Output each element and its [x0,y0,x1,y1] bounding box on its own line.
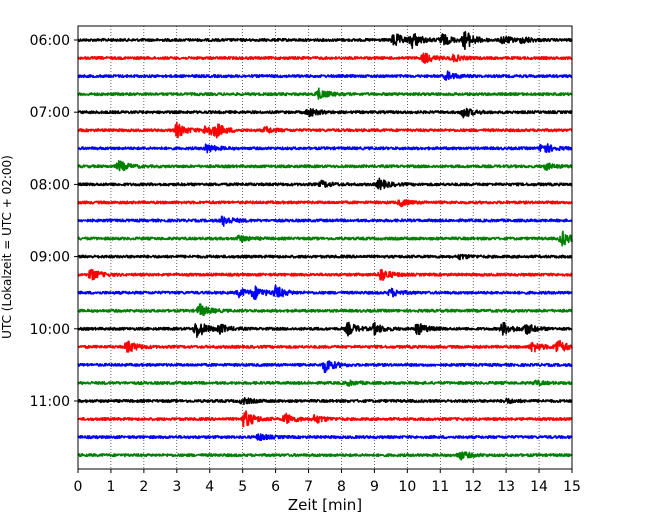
y-tick-label: 09:00 [30,250,70,266]
trace-row-1100 [77,396,573,406]
trace-row-0815 [77,198,573,208]
trace-row-1130 [77,433,573,442]
trace-row-0900 [77,253,573,261]
y-tick-label: 07:00 [30,105,70,121]
trace-row-0845 [77,230,573,247]
trace-row-0930 [77,284,573,301]
x-tick-label: 9 [370,479,379,495]
x-tick-label: 14 [530,479,548,495]
x-tick-label: 1 [106,479,115,495]
trace-row-1145 [77,451,573,461]
x-tick-label: 2 [139,479,148,495]
x-tick-label: 3 [172,479,181,495]
trace-row-0600 [77,30,573,51]
trace-row-1030 [77,360,573,374]
x-tick-label: 13 [497,479,515,495]
trace-row-0630 [77,70,573,82]
trace-row-0945 [77,303,573,317]
y-axis-ticks: 06:00 07:00 08:00 09:00 10:00 11:00 [30,33,78,410]
trace-row-0915 [77,268,573,281]
seismic-traces [77,30,573,461]
trace-row-1015 [77,339,573,353]
y-axis-label: UTC (Lokalzeit = UTC + 02:00) [0,155,14,339]
x-tick-label: 6 [271,479,280,495]
trace-row-0730 [77,143,573,154]
trace-row-0745 [77,160,573,172]
x-axis-ticks: 0 1 2 3 4 5 6 7 8 9 10 11 12 13 14 15 [74,469,581,495]
x-axis-label: Zeit [min] [288,496,362,514]
y-tick-label: 11:00 [30,394,70,410]
x-tick-label: 12 [464,479,482,495]
x-tick-label: 8 [337,479,346,495]
y-tick-label: 10:00 [30,322,70,338]
plot-frame [77,25,573,470]
x-tick-label: 7 [304,479,313,495]
trace-row-1115 [77,410,573,428]
x-tick-label: 4 [205,479,214,495]
trace-row-0615 [77,52,573,64]
trace-row-0715 [77,121,573,139]
trace-row-0645 [77,87,573,100]
x-tick-label: 0 [74,479,83,495]
trace-row-1045 [77,379,573,387]
x-tick-label: 5 [238,479,247,495]
trace-row-0800 [77,177,573,191]
y-tick-label: 08:00 [30,177,70,193]
vertical-grid-lines [110,26,540,469]
trace-row-1000 [77,321,573,338]
x-tick-label: 10 [398,479,416,495]
trace-row-0830 [77,215,573,227]
y-tick-label: 06:00 [30,33,70,49]
x-tick-label: 15 [563,479,581,495]
x-tick-label: 11 [431,479,449,495]
trace-row-0700 [77,107,573,119]
